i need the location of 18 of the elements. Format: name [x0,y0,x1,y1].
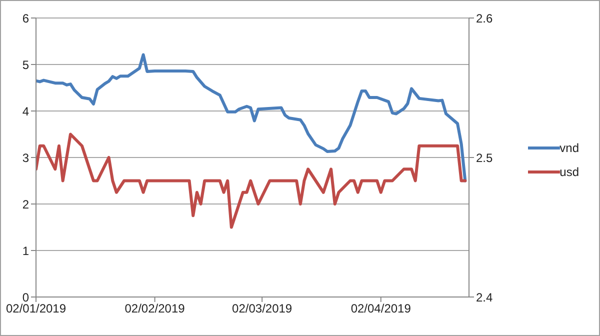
y-tick-label: 2 [22,197,30,212]
y-tick-label: 4 [22,104,30,118]
legend-label: vnd [560,141,579,155]
y-tick-label: 3 [22,150,30,165]
x-tick-label: 02/02/2019 [124,302,186,316]
y2-tick-label: 2.4 [476,290,494,304]
legend-label: usd [560,165,579,179]
line-series [36,53,467,182]
y-tick-label: 6 [22,11,30,26]
x-tick-label: 02/03/2019 [232,302,292,316]
line-series [36,132,467,229]
y-tick-label: 5 [22,58,30,72]
x-tick-label: 02/01/2019 [6,302,66,316]
x-tick-label: 02/04/2019 [350,302,412,316]
y2-tick-label: 2.5 [476,150,494,165]
y-tick-label: 1 [22,244,30,258]
y2-tick-label: 2.6 [476,11,494,26]
y-tick-label: 0 [22,290,30,304]
